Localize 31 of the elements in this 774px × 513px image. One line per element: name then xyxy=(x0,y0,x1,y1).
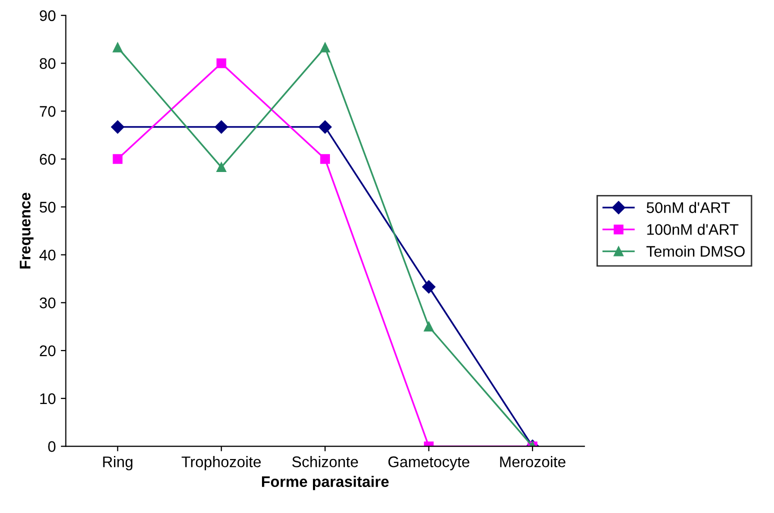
y-tick-label: 10 xyxy=(40,393,56,404)
point xyxy=(318,120,332,134)
x-tick-label: Ring xyxy=(103,456,132,470)
point xyxy=(320,42,330,52)
y-tick-label: 30 xyxy=(40,298,56,308)
point xyxy=(111,120,124,134)
y-tick-label: 90 xyxy=(40,10,56,22)
x-tick-label: Merozoite xyxy=(500,456,566,468)
point xyxy=(422,280,436,294)
x-axis-title: Forme parasitaire xyxy=(262,476,389,490)
legend-label: 100nM d'ART xyxy=(647,224,738,235)
point xyxy=(216,162,226,172)
y-tick-label: 60 xyxy=(40,154,56,165)
y-axis-title: Frequence xyxy=(20,192,34,268)
point xyxy=(214,120,228,134)
point xyxy=(112,42,123,52)
x-tick-label: Gametocyte xyxy=(388,456,470,470)
y-tick-label: 40 xyxy=(39,250,56,260)
legend-label: Temoin DMSO xyxy=(646,246,745,257)
y-tick-label: 0 xyxy=(48,441,56,452)
x-tick-label: Schizonte xyxy=(292,456,358,468)
x-tick-label: Trophozoite xyxy=(182,456,261,470)
point xyxy=(424,322,434,332)
point xyxy=(112,154,123,164)
y-tick-label: 50 xyxy=(40,202,56,213)
y-tick-label: 80 xyxy=(40,58,56,69)
point xyxy=(216,58,226,68)
y-tick-label: 70 xyxy=(40,106,56,117)
legend-label: 50nM d'ART xyxy=(646,202,730,214)
point xyxy=(320,154,330,164)
y-tick-label: 20 xyxy=(40,345,56,356)
